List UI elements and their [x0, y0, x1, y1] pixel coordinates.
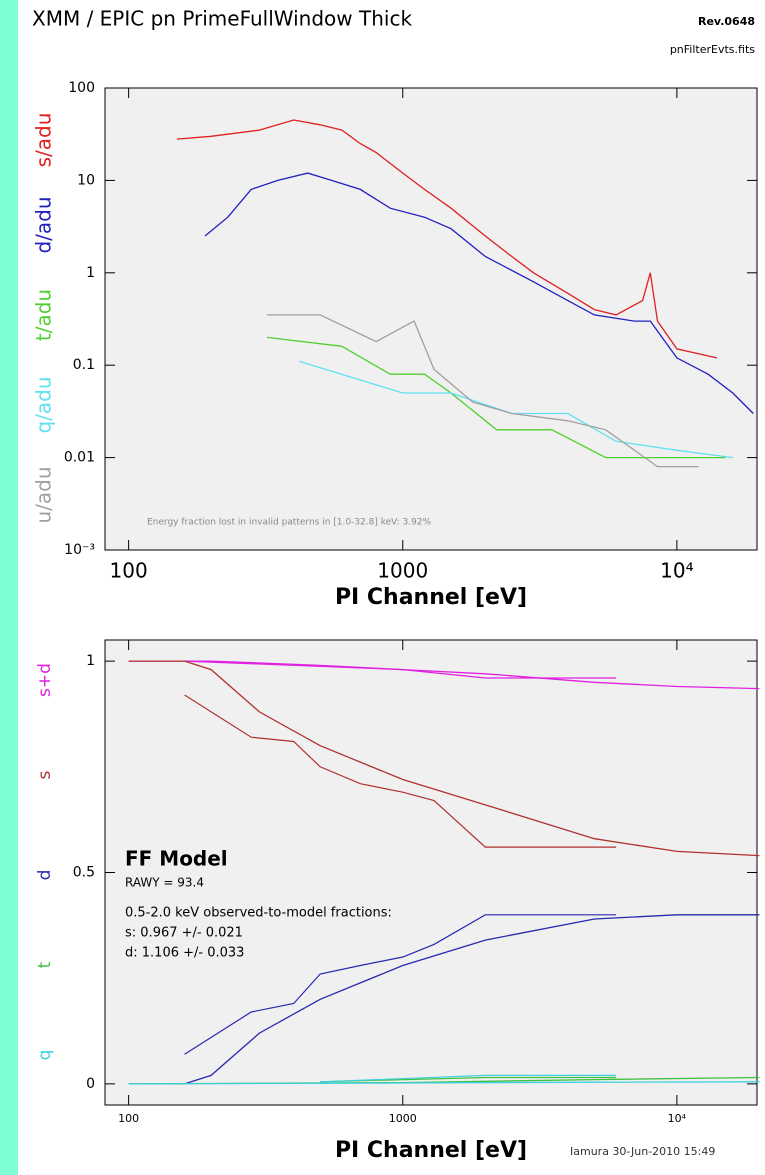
series-line: [176, 119, 718, 359]
observed-line: [184, 914, 617, 1055]
observed-line: [184, 660, 617, 679]
model-fraction: 0.5-2.0 keV observed-to-model fractions:: [125, 906, 392, 921]
x-axis-label: PI Channel [eV]: [335, 585, 527, 610]
legend-label: t: [35, 961, 55, 968]
x-tick-label: 1000: [389, 1112, 417, 1125]
y-tick-label: 1: [86, 265, 95, 281]
series-line: [128, 660, 760, 690]
series-line: [128, 1081, 760, 1085]
y-tick-label: 0.5: [73, 865, 95, 881]
legend-label: t/adu: [32, 289, 56, 341]
observed-line: [184, 694, 617, 848]
observed-line: [320, 1076, 617, 1083]
plot-area: [104, 639, 758, 1106]
model-fraction: s: 0.967 +/- 0.021: [125, 926, 243, 941]
series-line: [299, 360, 733, 459]
legend-label: d/adu: [32, 196, 56, 253]
x-tick-label: 1000: [377, 559, 428, 583]
model-title: FF Model: [125, 847, 228, 871]
x-tick-label: 100: [118, 1112, 139, 1125]
x-tick-label: 10⁴: [668, 1112, 687, 1125]
model-note: RAWY = 93.4: [125, 876, 204, 890]
annotation: Energy fraction lost in invalid patterns…: [147, 518, 432, 528]
x-tick-label: 10⁴: [660, 559, 693, 583]
x-tick-label: 100: [110, 559, 148, 583]
legend-label: q/adu: [32, 376, 56, 433]
title: XMM / EPIC pn PrimeFullWindow Thick: [32, 7, 412, 31]
series-line: [267, 336, 726, 459]
legend-label: s/adu: [32, 113, 56, 168]
series-line: [128, 660, 760, 857]
series-line: [204, 172, 754, 414]
model-fraction: d: 1.106 +/- 0.033: [125, 946, 244, 961]
revision: Rev.0648: [698, 15, 755, 28]
legend-label: s: [35, 770, 55, 779]
y-tick-label: 1: [86, 653, 95, 669]
y-tick-label: 10: [77, 172, 95, 188]
side-strip: [0, 0, 18, 1175]
footer: Iamura 30-Jun-2010 15:49: [570, 1145, 715, 1158]
y-tick-label: 0.01: [64, 450, 95, 466]
legend-label: d: [35, 870, 55, 881]
y-tick-label: 10⁻³: [64, 542, 95, 558]
legend-label: s+d: [35, 663, 55, 697]
y-tick-label: 0: [86, 1076, 95, 1092]
series-line: [267, 314, 699, 468]
file-name: pnFilterEvts.fits: [670, 43, 755, 56]
legend-label: u/adu: [32, 466, 56, 523]
x-axis-label: PI Channel [eV]: [335, 1138, 527, 1163]
y-tick-label: 100: [68, 80, 95, 96]
y-tick-label: 0.1: [73, 357, 95, 373]
legend-label: q: [35, 1050, 55, 1061]
series-line: [128, 914, 760, 1085]
plot-area: [104, 87, 758, 551]
observed-line: [320, 1074, 617, 1083]
